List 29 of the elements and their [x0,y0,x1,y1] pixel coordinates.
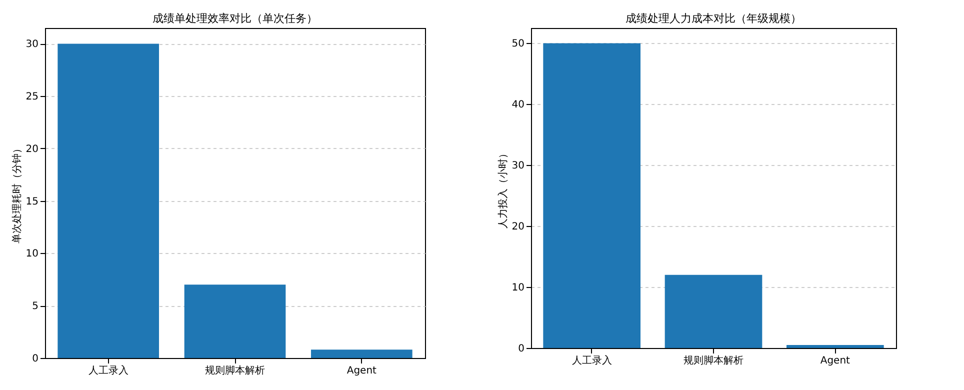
bar [311,350,412,358]
bar [786,344,884,348]
y-tick-label: 5 [32,301,38,312]
y-tick-label: 50 [512,38,524,50]
y-tick-label: 20 [26,144,38,155]
y-tick-label: 15 [26,196,38,208]
y-tick-label: 10 [512,282,524,294]
chart-title: 成绩处理人力成本对比（年级规模） [626,12,802,25]
bar [664,274,762,348]
y-tick-label: 20 [512,222,524,233]
bar [184,284,286,358]
x-tick-label: 人工录入 [572,354,612,366]
y-tick-label: 10 [26,248,38,260]
y-axis-title: 人力投入（小时） [496,148,509,228]
x-tick-label: Agent [346,366,377,376]
bar [58,44,159,358]
y-tick-label: 0 [32,354,38,364]
y-tick-label: 40 [512,100,524,111]
x-tick-label: 规则脚本解析 [684,354,744,366]
chart-title: 成绩单处理效率对比（单次任务） [152,12,318,25]
y-axis-title: 单次处理耗时（分钟） [10,144,23,244]
y-tick-label: 30 [512,160,524,172]
y-tick-label: 0 [518,344,524,354]
x-tick-label: 规则脚本解析 [205,364,265,376]
bar [543,43,640,348]
y-tick-label: 30 [26,39,38,50]
x-tick-label: 人工录入 [88,364,128,376]
x-tick-label: Agent [820,356,850,366]
y-tick-label: 25 [26,92,38,103]
